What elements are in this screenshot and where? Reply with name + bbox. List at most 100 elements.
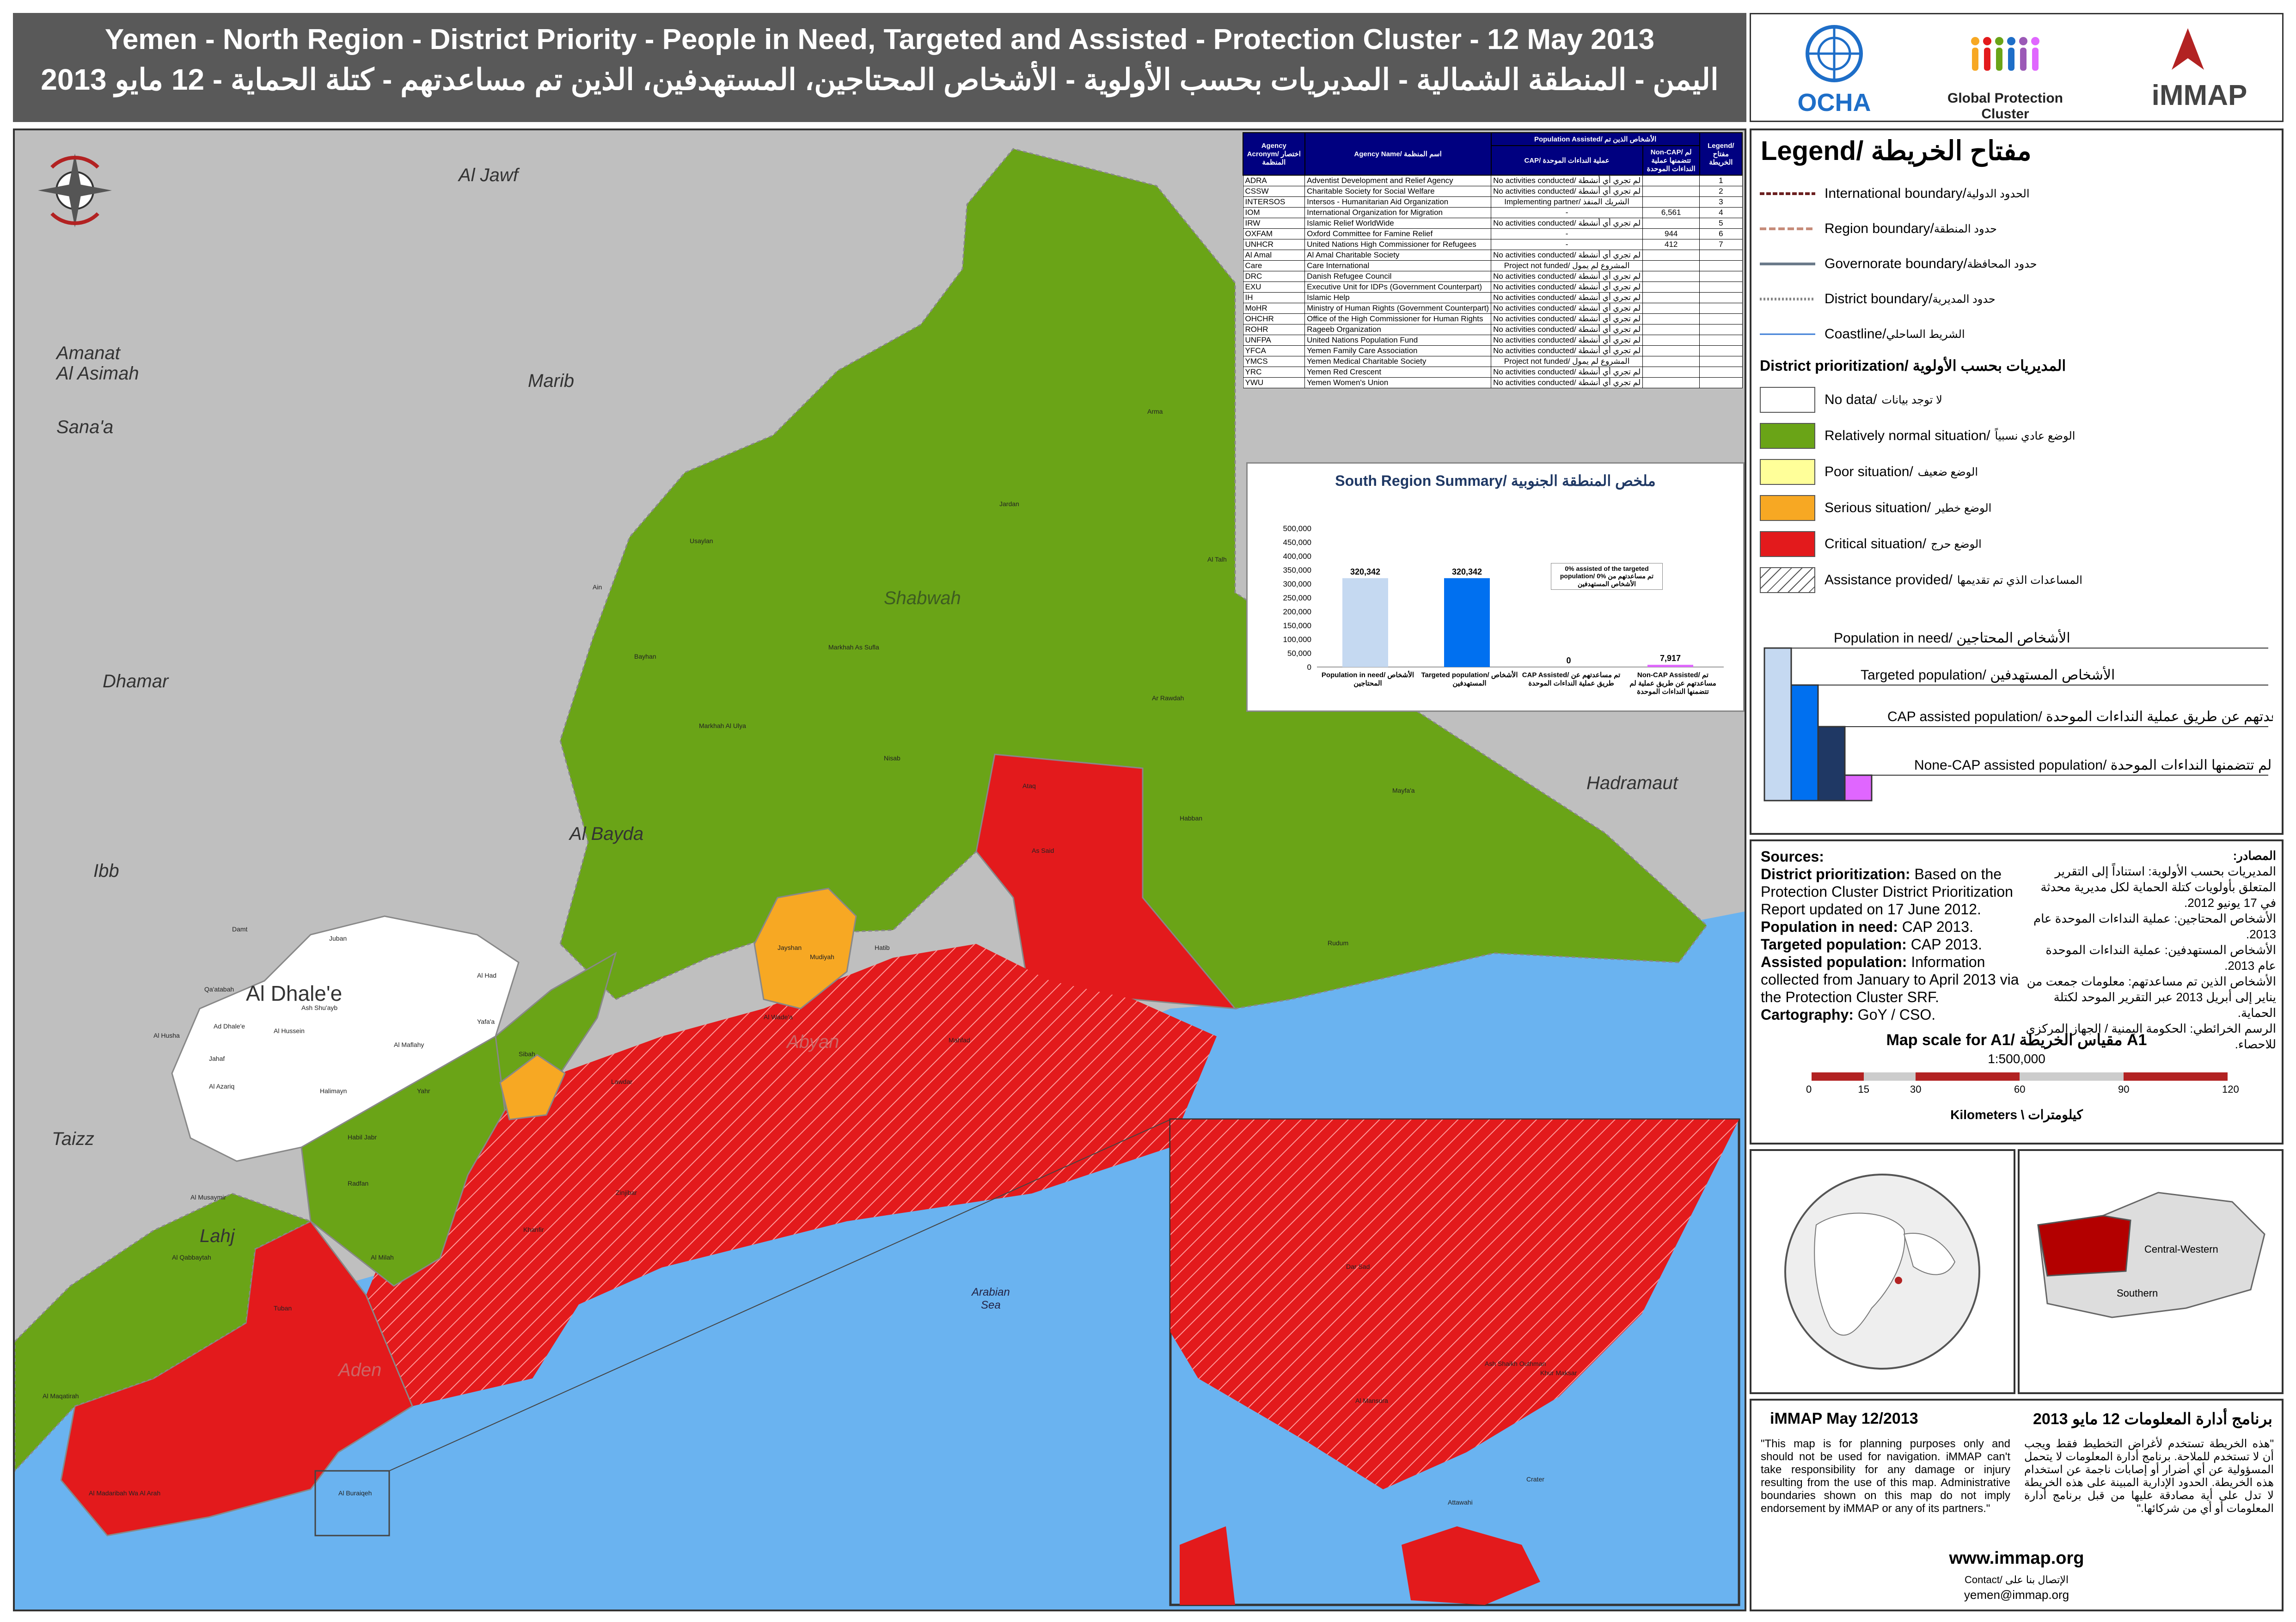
district-label: Ain [593, 583, 602, 591]
agency-row: DRC Danish Refugee Council No activities c… [1243, 271, 1743, 282]
legend-bar [1844, 774, 1873, 802]
district-label: Jahaf [209, 1055, 225, 1062]
agency-row: Al Amal Al Amal Charitable Society No acti… [1243, 250, 1743, 261]
boundary-line-icon [1760, 298, 1815, 300]
agency-cell-cap: No activities conducted/ لم تجري أي أنشط… [1491, 218, 1643, 229]
agency-cell-acr: UNHCR [1243, 239, 1305, 250]
agency-cell-name: United Nations High Commissioner for Ref… [1304, 239, 1492, 250]
agency-cell-cap: No activities conducted/ لم تجري أي أنشط… [1491, 250, 1643, 261]
summary-bar-chart: 0 50,000 100,000 150,000 200,000 250,000 300,0… [1283, 524, 1724, 696]
agency-cell-name: Ministry of Human Rights (Government Cou… [1304, 303, 1492, 314]
aden-inset-hatch [1170, 1120, 1739, 1489]
district-label: Al Husha [153, 1032, 180, 1039]
agency-cell-noncap [1642, 335, 1700, 346]
agency-cell-leg: 6 [1699, 228, 1743, 239]
summary-bar [1342, 578, 1388, 667]
contact-email[interactable]: yemen@immap.org [1964, 1588, 2069, 1602]
category-label-ar: الوضع عادي نسبياً [1995, 429, 2076, 442]
sources-heading-ar: المصادر: [2233, 849, 2276, 863]
category-label: Relatively normal situation/ [1825, 428, 1990, 443]
agency-cell-noncap [1642, 292, 1700, 303]
map-frame[interactable]: Al Jawf Amanat Al Asimah Sana'a Marib Dh… [13, 129, 1746, 1611]
y-tick-label: 300,000 [1283, 580, 1311, 588]
district-label: Hatib [875, 944, 890, 951]
agency-row: IRW Islamic Relief WorldWide No activities… [1243, 218, 1743, 229]
agency-cell-cap: Implementing partner/ الشريك المنفذ [1491, 196, 1643, 208]
district-label: Al Mansura [1355, 1397, 1388, 1404]
district-label: Crater [1526, 1475, 1544, 1483]
district-label: Attawahi [1448, 1499, 1473, 1506]
legend-category-row: Critical situation/ الوضع حرج [1760, 531, 1982, 557]
label-amanat: Amanat Al Asimah [56, 343, 139, 384]
district-label: Al Qabbaytah [172, 1254, 211, 1261]
bar-value-label: 7,917 [1660, 654, 1681, 663]
disclaimer-en: "This map is for planning purposes only … [1761, 1438, 2010, 1515]
agency-cell-name: Islamic Relief WorldWide [1304, 218, 1492, 229]
y-tick-label: 250,000 [1283, 594, 1311, 602]
agency-cell-name: Danish Refugee Council [1304, 271, 1492, 282]
agency-cell-leg [1699, 377, 1743, 388]
district-label: Yahr [417, 1087, 430, 1095]
source-line-ar: الأشخاص المستهدفين: عملية النداءات الموح… [2045, 943, 2276, 973]
label-lahj: Lahj [200, 1226, 235, 1246]
chart-annotation: 0% assisted of the targeted population/ … [1551, 563, 1663, 590]
district-label: Jayshan [778, 944, 802, 951]
scale-tick-label: 0 [1806, 1083, 1812, 1095]
agency-cell-leg: 1 [1699, 175, 1743, 186]
y-tick-label: 400,000 [1283, 552, 1311, 561]
scale-tick-label: 90 [2118, 1083, 2130, 1095]
yemen-regions-map [2037, 1192, 2265, 1318]
category-swatch [1760, 423, 1815, 449]
agency-cell-leg: 7 [1699, 239, 1743, 250]
agency-cell-noncap [1642, 186, 1700, 197]
agency-cell-leg [1699, 282, 1743, 293]
col-legend: Legend/ مفتاح الخريطة [1699, 132, 1743, 176]
agency-cell-noncap [1642, 260, 1700, 271]
legend-boundary-row: District boundary/ حدود المديرية [1760, 291, 1996, 307]
agency-cell-leg: 5 [1699, 218, 1743, 229]
scale-bar: 0 15 30 60 90 120 [1806, 1072, 2239, 1100]
agency-cell-acr: INTERSOS [1243, 196, 1305, 208]
agency-cell-leg [1699, 271, 1743, 282]
district-label: Yafa'a [477, 1018, 495, 1025]
district-map[interactable] [15, 130, 1745, 1610]
agency-row: UNHCR United Nations High Commissioner fo… [1243, 239, 1743, 250]
agency-cell-acr: UNFPA [1243, 335, 1305, 346]
district-label: Jardan [999, 500, 1019, 508]
category-label: Serious situation/ [1825, 500, 1931, 515]
agency-cell-acr: ADRA [1243, 175, 1305, 186]
district-label: Ataq [1022, 782, 1036, 790]
agency-cell-leg [1699, 335, 1743, 346]
district-label: Ad Dhale'e [214, 1022, 245, 1030]
category-label: Targeted population/ الأشخاص المستهدفين [1421, 671, 1518, 687]
boundary-label-ar: الشريط الساحلي [1886, 328, 1965, 341]
category-swatch [1760, 531, 1815, 557]
district-label: Qa'atabah [204, 985, 234, 993]
source-line-ar: الأشخاص المحتاجين: عملية النداءات الموحد… [2033, 912, 2276, 941]
category-label: Population in need/ الأشخاص المحتاجين [1322, 671, 1414, 687]
summary-bar [1444, 578, 1490, 667]
legend-boundary-row: Coastline/ الشريط الساحلي [1760, 326, 1965, 342]
agency-cell-name: Adventist Development and Relief Agency [1304, 175, 1492, 186]
inset-west-land [1180, 1526, 1235, 1605]
agency-row: EXU Executive Unit for IDPs (Government C… [1243, 282, 1743, 293]
district-label: Sibah [519, 1050, 535, 1058]
scale-segment [2124, 1072, 2228, 1081]
category-label: No data/ [1825, 392, 1877, 407]
website-link[interactable]: www.immap.org [1949, 1549, 2084, 1568]
agency-cell-name: Intersos - Humanitarian Aid Organization [1304, 196, 1492, 208]
agency-cell-cap: Project not funded/ المشروع لم يمول [1491, 260, 1643, 271]
label-al-jawf: Al Jawf [459, 165, 518, 185]
source-line: Population in need: CAP 2013. [1761, 918, 1973, 935]
source-line: Assisted population: Information collect… [1761, 954, 2019, 1005]
agency-cell-acr: IH [1243, 292, 1305, 303]
agency-cell-name: Yemen Women's Union [1304, 377, 1492, 388]
boundary-label-ar: حدود المديرية [1932, 293, 1996, 306]
source-line: District prioritization: Based on the Pr… [1761, 866, 2013, 918]
agency-row: MoHR Ministry of Human Rights (Government… [1243, 303, 1743, 314]
agency-row: YWU Yemen Women's Union No activities cond… [1243, 377, 1743, 388]
scale-segment [1916, 1072, 2020, 1081]
agency-cell-noncap [1642, 313, 1700, 324]
agency-cell-leg [1699, 292, 1743, 303]
district-label: Al Azariq [209, 1083, 235, 1090]
